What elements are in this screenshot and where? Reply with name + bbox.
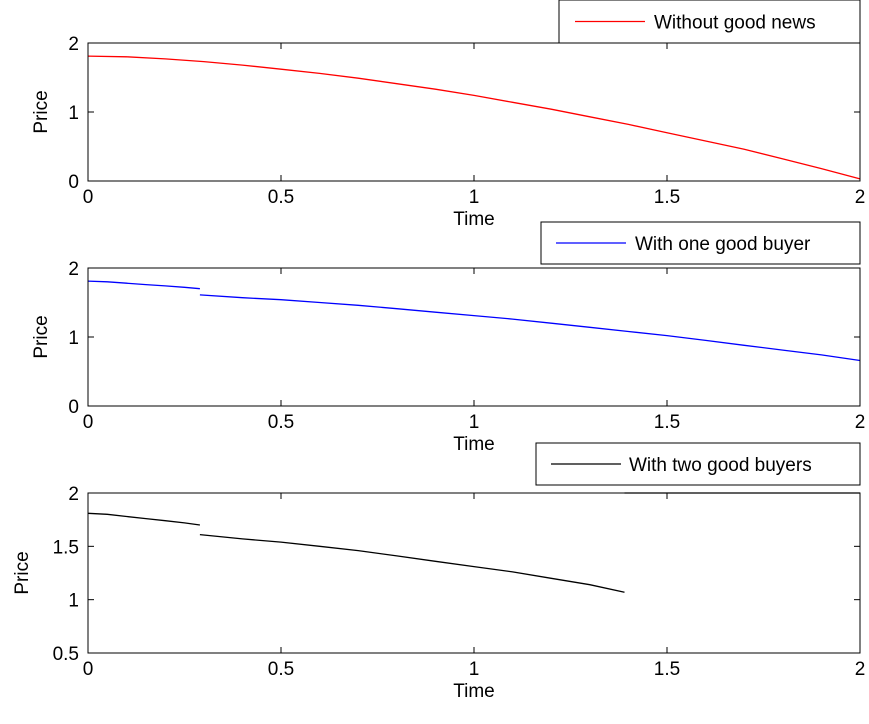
x-axis-label: Time <box>453 209 495 230</box>
y-tick-label: 2 <box>68 484 79 505</box>
x-tick-label: 0.5 <box>268 412 294 433</box>
legend: With two good buyers <box>535 442 861 486</box>
x-axis-label: Time <box>453 434 495 455</box>
y-tick-label: 2 <box>68 259 79 280</box>
x-tick-label: 0 <box>83 659 94 680</box>
y-tick-label: 0 <box>68 397 79 418</box>
panel-1: 0 0.5 1 1.5 2 0 1 2 Time Price Without good news <box>31 0 865 230</box>
series-line-segment-1 <box>87 55 861 180</box>
series-line-segment-1 <box>87 512 200 526</box>
x-tick-label: 0 <box>83 412 94 433</box>
axes-frame <box>87 267 861 407</box>
x-tick-label: 1.5 <box>654 187 680 208</box>
legend-label: Without good news <box>654 13 816 34</box>
y-tick-label: 1 <box>68 591 79 612</box>
x-tick-label: 1 <box>469 659 480 680</box>
x-tick-label: 1.5 <box>654 659 680 680</box>
axes-frame <box>87 492 861 654</box>
legend: With one good buyer <box>540 221 861 265</box>
x-axis-label: Time <box>453 681 495 702</box>
x-tick-label: 1.5 <box>654 412 680 433</box>
x-tick-label: 2 <box>855 187 866 208</box>
x-tick-label: 2 <box>855 412 866 433</box>
y-tick-label: 0 <box>68 172 79 193</box>
y-axis-label: Price <box>31 315 52 358</box>
y-tick-label: 1 <box>68 103 79 124</box>
legend-label: With one good buyer <box>635 234 811 255</box>
series-line-segment-1 <box>87 280 200 290</box>
x-tick-label: 0 <box>83 187 94 208</box>
series-line-segment-2 <box>199 294 861 362</box>
y-axis-label: Price <box>12 551 33 594</box>
axes-frame <box>87 42 861 182</box>
x-tick-label: 1 <box>469 187 480 208</box>
series-line-segment-2 <box>199 533 625 593</box>
y-tick-label: 1 <box>68 328 79 349</box>
x-tick-label: 2 <box>855 659 866 680</box>
y-tick-label: 2 <box>68 34 79 55</box>
y-tick-label: 0.5 <box>53 644 79 665</box>
x-tick-label: 0.5 <box>268 187 294 208</box>
x-tick-label: 0.5 <box>268 659 294 680</box>
panel-2: 0 0.5 1 1.5 2 0 1 2 Time Price With one good buyer <box>31 221 866 455</box>
legend: Without good news <box>558 0 861 44</box>
x-tick-label: 1 <box>469 412 480 433</box>
legend-label: With two good buyers <box>629 455 812 476</box>
y-axis-label: Price <box>31 90 52 133</box>
y-tick-label: 1.5 <box>53 537 79 558</box>
